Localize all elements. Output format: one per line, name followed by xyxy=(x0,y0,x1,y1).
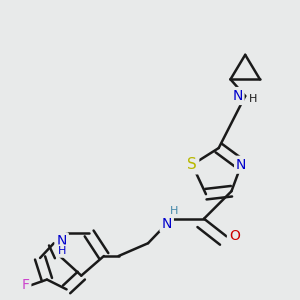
Text: S: S xyxy=(187,157,197,172)
Text: N: N xyxy=(236,158,247,172)
Text: H: H xyxy=(58,246,66,256)
Text: N: N xyxy=(56,234,67,248)
Text: H: H xyxy=(170,206,179,216)
Text: H: H xyxy=(249,94,257,104)
Text: N: N xyxy=(232,89,242,103)
Text: O: O xyxy=(229,230,240,243)
Text: N: N xyxy=(161,217,172,231)
Text: F: F xyxy=(21,278,29,292)
